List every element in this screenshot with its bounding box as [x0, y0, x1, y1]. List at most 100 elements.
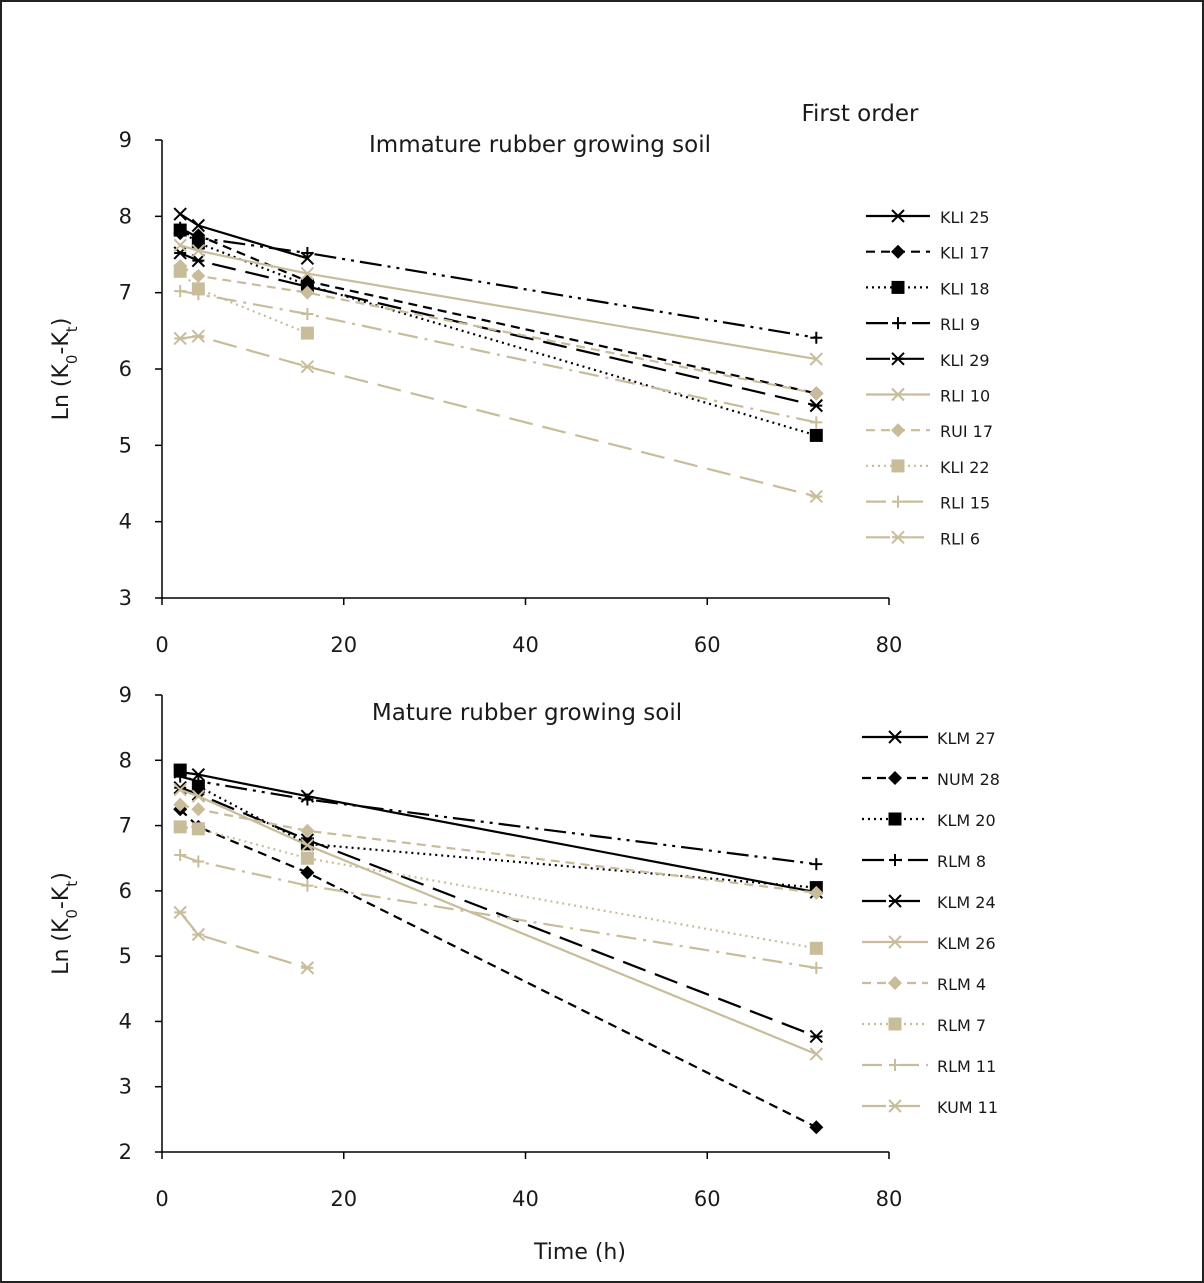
y-tick-label: 5 — [119, 944, 132, 968]
legend-marker — [888, 730, 902, 744]
series-klm-26 — [173, 782, 824, 1061]
data-point — [809, 1029, 824, 1044]
data-point — [809, 941, 823, 955]
legend-label: RLM 4 — [937, 975, 986, 994]
data-point — [810, 858, 823, 871]
legend-label: KLI 18 — [940, 279, 990, 298]
legend-marker — [891, 530, 905, 545]
data-point — [809, 386, 824, 401]
legend-label: KLM 20 — [937, 811, 996, 830]
series-rlm-7 — [173, 820, 823, 955]
legend-label: RLI 6 — [940, 529, 980, 548]
data-point — [809, 1047, 824, 1061]
series-rli-6 — [173, 329, 824, 504]
data-point — [300, 285, 315, 300]
series-rli-10 — [173, 238, 824, 366]
data-point — [809, 885, 824, 900]
y-tick-label: 9 — [119, 683, 132, 707]
data-point — [192, 231, 205, 244]
y-tick-label: 7 — [119, 281, 132, 305]
data-point — [191, 253, 206, 268]
series-rlm-8 — [174, 770, 823, 871]
y-tick-label: 7 — [119, 814, 132, 838]
data-point — [192, 288, 205, 301]
legend-entry: KLI 25 — [866, 208, 990, 227]
series-line — [180, 770, 817, 894]
data-point — [191, 822, 205, 836]
legend-marker — [889, 1059, 901, 1071]
data-point — [173, 238, 187, 253]
series-line — [179, 853, 817, 969]
y-tick-label: 5 — [119, 433, 132, 457]
legend-entry: RUI 17 — [866, 422, 993, 441]
y-tick-label: 3 — [119, 1075, 132, 1099]
data-point — [174, 221, 187, 234]
data-point — [300, 961, 315, 975]
series-line — [179, 251, 817, 407]
data-point — [300, 326, 314, 340]
data-point — [191, 218, 206, 233]
legend-label: RLI 9 — [940, 315, 980, 334]
series-line — [179, 226, 817, 339]
series-line — [179, 808, 817, 1129]
legend-label: KLM 24 — [937, 893, 996, 912]
y-tick-label: 8 — [119, 204, 132, 228]
legend-label: RUI 17 — [940, 422, 993, 441]
legend-entry: KLI 18 — [866, 279, 990, 298]
y-tick-label: 9 — [119, 128, 132, 152]
y-tick-label: 4 — [119, 1009, 132, 1033]
data-point — [810, 961, 823, 974]
legend-label: KLI 25 — [940, 208, 990, 227]
legend-marker — [888, 1099, 902, 1113]
data-point — [301, 879, 314, 892]
legend-entry: RLM 8 — [862, 852, 986, 871]
series-line — [180, 335, 817, 498]
data-point — [810, 416, 823, 429]
legend-label: KLM 27 — [937, 729, 996, 748]
legend-marker — [888, 812, 902, 826]
series-line — [179, 244, 817, 361]
data-point — [174, 770, 187, 783]
legend-entry: KLI 17 — [866, 244, 990, 263]
data-point — [174, 285, 187, 298]
legend-marker — [889, 854, 901, 866]
data-point — [809, 398, 824, 413]
series-line — [179, 786, 817, 1038]
data-point — [809, 1120, 824, 1135]
legend-label: KLI 17 — [940, 244, 990, 263]
y-tick-label: 8 — [119, 748, 132, 772]
series-line — [179, 788, 817, 1056]
x-tick-label: 80 — [876, 1187, 903, 1211]
series-rlm-11 — [174, 848, 823, 974]
legend-entry: KUM 11 — [862, 1098, 998, 1117]
data-point — [300, 278, 314, 292]
legend-marker — [891, 280, 905, 294]
legend-entry: RLM 4 — [862, 975, 986, 994]
series-line — [179, 775, 817, 866]
data-point — [191, 927, 206, 942]
panel-immature: 3 4 5 6 7 8 9 0 20 40 60 80 Immature rubber growing … — [49, 128, 993, 657]
legend-marker — [888, 771, 902, 785]
legend-entry: RLM 11 — [862, 1057, 996, 1076]
data-point — [809, 489, 824, 504]
series-line — [180, 232, 817, 395]
legend-marker — [888, 894, 902, 908]
y-axis-label: Ln (K0-Kt) — [49, 872, 81, 975]
legend-marker — [891, 209, 905, 223]
series-line — [180, 290, 817, 424]
data-point — [173, 905, 187, 920]
legend-marker — [892, 495, 904, 508]
legend-label: KUM 11 — [937, 1098, 998, 1117]
y-tick-label: 4 — [119, 510, 132, 534]
x-axis-label: Time (h) — [533, 1240, 626, 1265]
legend-entry: RLI 15 — [866, 494, 990, 513]
x-tick-label: 40 — [512, 1187, 539, 1211]
y-tick-label: 6 — [119, 357, 132, 381]
legend-entry: NUM 28 — [862, 770, 1000, 789]
series-kum-11 — [173, 905, 315, 975]
panel-title: Mature rubber growing soil — [372, 700, 682, 726]
data-point — [300, 851, 314, 865]
legend-label: RLI 10 — [940, 387, 990, 406]
data-point — [300, 838, 315, 852]
legend-label: RLM 11 — [937, 1057, 996, 1076]
